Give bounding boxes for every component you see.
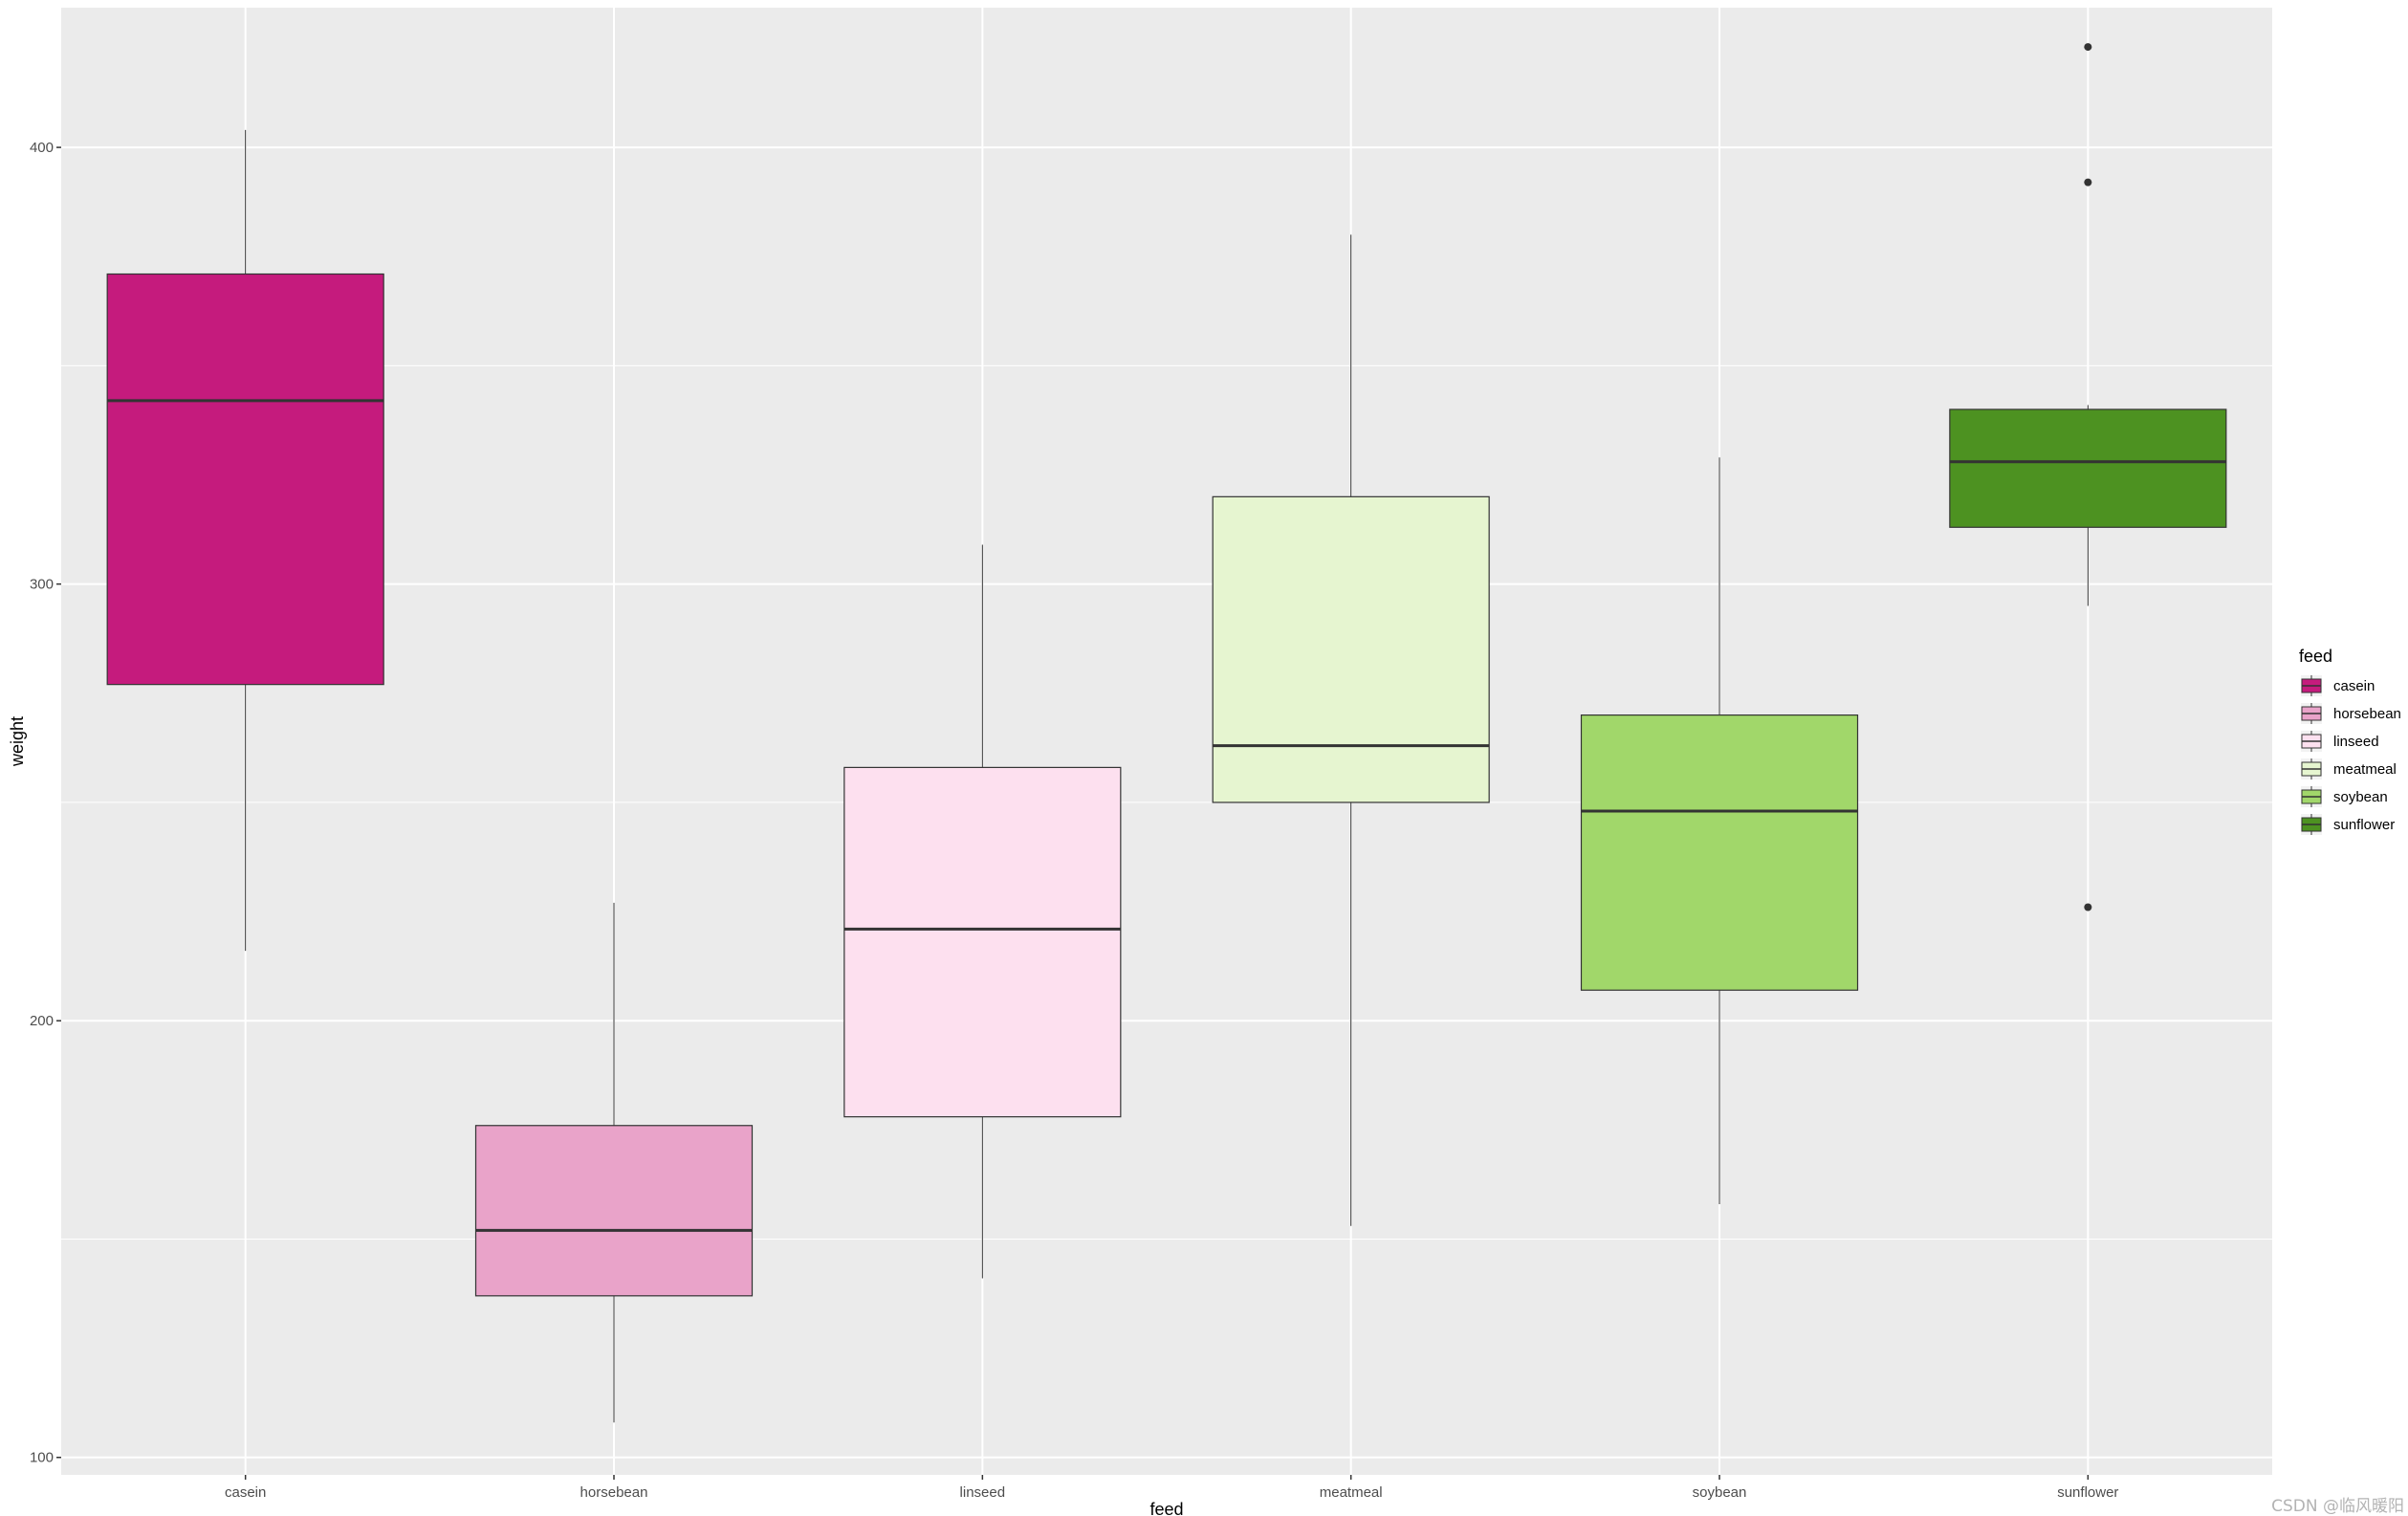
- x-axis-title: feed: [1149, 1500, 1183, 1516]
- legend-item-meatmeal: meatmeal: [2301, 758, 2397, 780]
- y-tick-label: 200: [30, 1013, 54, 1029]
- legend-label: soybean: [2333, 789, 2388, 805]
- box-body: [1580, 714, 1859, 991]
- box-linseed: [843, 544, 1122, 1279]
- y-axis-title: weight: [8, 716, 27, 767]
- x-tick-label: casein: [225, 1484, 266, 1501]
- box-body: [474, 1125, 754, 1297]
- x-tick-label: linseed: [960, 1484, 1006, 1501]
- legend: feed casein horsebean linseed meatmeal soybe…: [2299, 647, 2401, 835]
- box-body: [106, 273, 384, 686]
- legend-label: casein: [2333, 678, 2375, 694]
- y-tick-label: 100: [30, 1450, 54, 1466]
- legend-item-horsebean: horsebean: [2301, 703, 2401, 724]
- boxes: [106, 43, 2227, 1423]
- x-tick-label: soybean: [1693, 1484, 1747, 1501]
- grid-minor: [61, 364, 2272, 1240]
- watermark: CSDN @临风暖阳: [2271, 1497, 2404, 1516]
- box-horsebean: [474, 902, 754, 1423]
- y-tick-label: 400: [30, 140, 54, 156]
- legend-label: horsebean: [2333, 706, 2401, 722]
- outlier-point: [2084, 903, 2092, 912]
- x-tick-label: meatmeal: [1320, 1484, 1383, 1501]
- y-tick-label: 300: [30, 577, 54, 593]
- plot-panel: [61, 8, 2272, 1475]
- legend-item-linseed: linseed: [2301, 731, 2379, 752]
- legend-item-casein: casein: [2301, 675, 2375, 696]
- box-soybean: [1580, 457, 1859, 1204]
- legend-item-soybean: soybean: [2301, 786, 2388, 807]
- outlier-point: [2084, 43, 2092, 52]
- x-tick-label: horsebean: [580, 1484, 648, 1501]
- box-meatmeal: [1212, 234, 1490, 1226]
- outlier-point: [2084, 178, 2092, 187]
- x-tick-label: sunflower: [2057, 1484, 2118, 1501]
- legend-label: linseed: [2333, 734, 2379, 750]
- box-casein: [106, 129, 384, 952]
- box-sunflower: [1949, 43, 2227, 912]
- box-body: [843, 766, 1122, 1118]
- box-body: [1949, 408, 2227, 528]
- x-axis: casein horsebean linseed meatmeal soybean sun…: [225, 1475, 2118, 1501]
- box-body: [1212, 495, 1490, 803]
- legend-item-sunflower: sunflower: [2301, 814, 2395, 835]
- legend-label: sunflower: [2333, 817, 2395, 833]
- legend-label: meatmeal: [2333, 761, 2397, 778]
- legend-title: feed: [2299, 647, 2332, 666]
- y-axis: 100 200 300 400: [30, 140, 61, 1466]
